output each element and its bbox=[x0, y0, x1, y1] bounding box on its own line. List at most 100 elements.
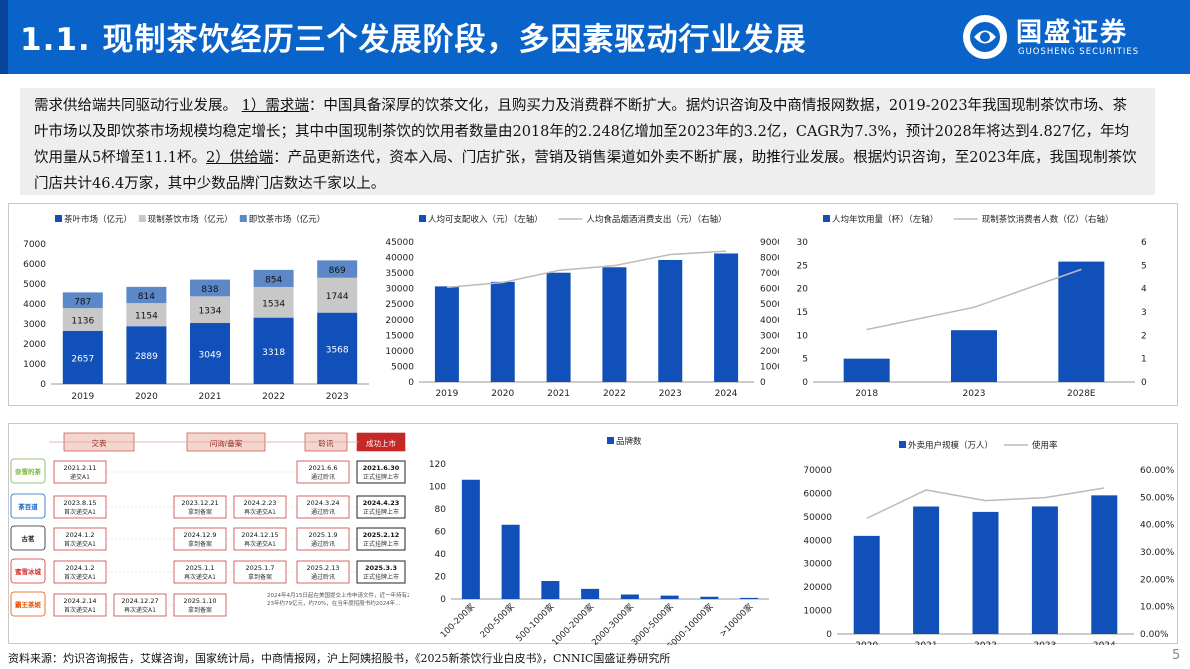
y-tick-label: 3000 bbox=[23, 320, 46, 330]
timeline-node bbox=[296, 495, 350, 519]
node-event: 首次递交A1 bbox=[64, 606, 96, 614]
y-tick-label: 10000 bbox=[385, 347, 414, 357]
y2-tick-label: 8000 bbox=[760, 254, 779, 264]
bar bbox=[602, 267, 627, 382]
data-label: 1534 bbox=[262, 299, 285, 309]
y2-tick-label: 7000 bbox=[760, 269, 779, 279]
title-bar: 1.1. 现制茶饮经历三个发展阶段，多因素驱动行业发展 国盛证券 GUOSHEN… bbox=[0, 0, 1190, 74]
bar bbox=[581, 588, 600, 599]
timeline-node bbox=[356, 560, 406, 584]
y2-tick-label: 4 bbox=[1141, 285, 1147, 295]
stage-label: 聆讯 bbox=[319, 438, 334, 448]
bar-segment bbox=[253, 269, 294, 287]
brand-logo-box bbox=[10, 525, 46, 551]
y2-tick-label: 20.00% bbox=[1140, 575, 1175, 585]
bar bbox=[1031, 506, 1058, 634]
legend-label: 现制茶饮市场（亿元） bbox=[148, 214, 233, 225]
x-tick-label: 100-200家 bbox=[438, 601, 477, 640]
timeline-node bbox=[356, 460, 406, 484]
x-tick-label: 200-500家 bbox=[478, 601, 517, 640]
legend-swatch bbox=[138, 215, 146, 222]
logo-text: 国盛证券 bbox=[1016, 18, 1129, 48]
brand-logo: 奈雪的茶 bbox=[14, 467, 42, 476]
supply-side-label: 2）供给端 bbox=[206, 150, 274, 166]
legend-label: 人均食品烟酒消费支出（元）（右轴） bbox=[586, 214, 726, 225]
y-tick-label: 4000 bbox=[23, 300, 46, 310]
y-tick-label: 30 bbox=[797, 238, 809, 248]
y-tick-label: 15 bbox=[797, 308, 808, 318]
stage-label: 交表 bbox=[92, 438, 107, 448]
node-event: 拿到备案 bbox=[188, 540, 212, 548]
node-event: 首次递交A1 bbox=[64, 540, 96, 548]
y-tick-label: 20000 bbox=[803, 583, 832, 593]
timeline-node bbox=[53, 495, 107, 519]
data-label: 2889 bbox=[135, 352, 158, 362]
node-date: 2025.1.9 bbox=[309, 531, 338, 539]
node-event: 通过聆讯 bbox=[311, 508, 335, 516]
legend-swatch bbox=[419, 215, 426, 222]
y-tick-label: 30000 bbox=[385, 285, 414, 295]
consumption-volume-chart: 人均年饮用量（杯）（左轴） 现制茶饮消费者人数（亿）（右轴）05101520253… bbox=[797, 214, 1147, 399]
stage-label: 成功上市 bbox=[366, 438, 396, 448]
bar-segment bbox=[126, 326, 167, 384]
brand-logo-box bbox=[10, 591, 46, 617]
series-line bbox=[866, 268, 1082, 331]
x-tick-label: 2023 bbox=[1033, 641, 1056, 645]
x-tick-label: 2022 bbox=[974, 641, 997, 645]
x-tick-label: 2019 bbox=[71, 392, 94, 402]
node-date: 2025.1.7 bbox=[246, 564, 275, 572]
y2-tick-label: 0.00% bbox=[1140, 630, 1169, 640]
data-label: 869 bbox=[329, 266, 346, 276]
node-event: 再次递交A1 bbox=[124, 606, 156, 614]
x-tick-label: 2020 bbox=[135, 392, 158, 402]
bar bbox=[714, 253, 739, 382]
y2-tick-label: 1000 bbox=[760, 362, 779, 372]
y2-tick-label: 5000 bbox=[760, 300, 779, 310]
node-date: 2025.1.1 bbox=[186, 564, 215, 572]
bar-segment bbox=[253, 286, 294, 318]
node-event: 拿到备案 bbox=[188, 606, 212, 614]
node-event: 正式挂牌上市 bbox=[363, 508, 399, 516]
node-date: 2024.3.24 bbox=[306, 499, 339, 507]
y-tick-label: 60000 bbox=[803, 489, 832, 499]
data-label: 1334 bbox=[199, 307, 222, 317]
y-tick-label: 1000 bbox=[23, 360, 46, 370]
node-event: 再次递交A1 bbox=[244, 508, 276, 516]
x-tick-label: 2022 bbox=[603, 389, 626, 399]
y2-tick-label: 0 bbox=[760, 378, 766, 388]
y-tick-label: 25 bbox=[797, 261, 808, 271]
logo-mark-icon bbox=[963, 15, 1007, 59]
bar bbox=[700, 596, 719, 599]
bar bbox=[658, 259, 683, 382]
bar-segment bbox=[190, 296, 230, 324]
y2-tick-label: 60.00% bbox=[1140, 466, 1175, 476]
data-label: 854 bbox=[265, 275, 282, 285]
bar bbox=[853, 535, 880, 634]
y2-tick-label: 2000 bbox=[760, 347, 779, 357]
y-tick-label: 80 bbox=[435, 505, 447, 515]
bar bbox=[913, 506, 940, 634]
brand-logo: 古茗 bbox=[22, 534, 36, 543]
legend-label: 品牌数 bbox=[616, 436, 642, 447]
y-tick-label: 40000 bbox=[803, 536, 832, 546]
y-tick-label: 0 bbox=[40, 380, 46, 390]
timeline-node bbox=[113, 593, 167, 617]
y-tick-label: 15000 bbox=[385, 331, 414, 341]
y2-tick-label: 3 bbox=[1141, 308, 1147, 318]
series-line bbox=[866, 487, 1105, 520]
data-label: 814 bbox=[138, 292, 155, 302]
node-date: 2021.6.30 bbox=[363, 464, 400, 472]
y-tick-label: 5000 bbox=[23, 280, 46, 290]
x-tick-label: 2000-3000家 bbox=[589, 601, 636, 645]
legend-label: 使用率 bbox=[1032, 440, 1058, 451]
y-tick-label: 60 bbox=[435, 528, 447, 538]
brand-store-count-chart: 品牌数 0 20 40 60 80 100 120 100-200家 200-500家500-10… bbox=[429, 436, 769, 645]
data-label: 787 bbox=[74, 297, 91, 307]
y-tick-label: 5000 bbox=[391, 362, 414, 372]
node-date: 2023.12.21 bbox=[181, 499, 218, 507]
y2-tick-label: 6 bbox=[1141, 238, 1147, 248]
bar-segment bbox=[253, 317, 294, 384]
y-tick-label: 10000 bbox=[803, 607, 832, 617]
node-date: 2024.12.9 bbox=[183, 531, 216, 539]
